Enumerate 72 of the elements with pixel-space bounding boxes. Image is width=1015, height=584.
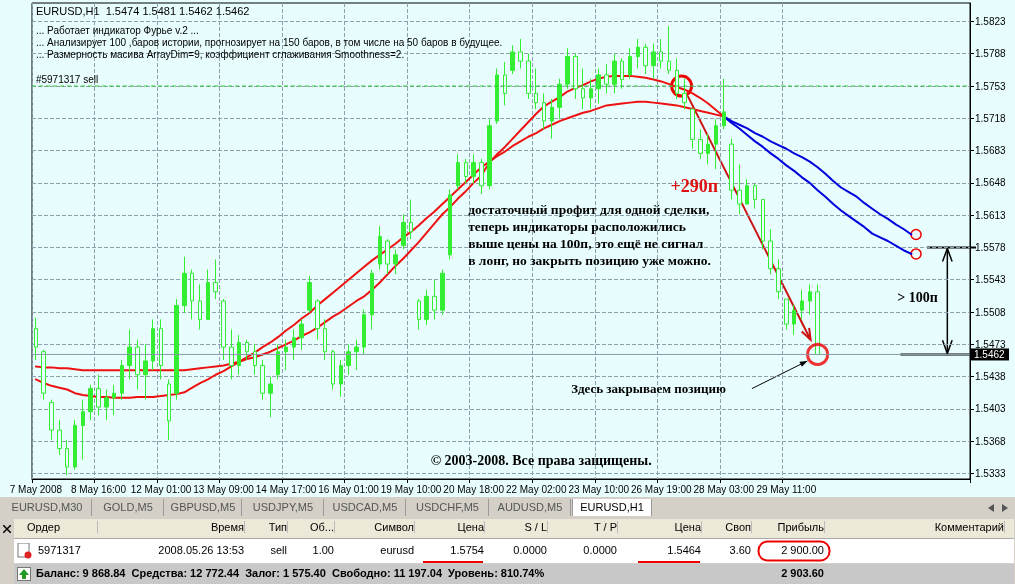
annotation: ... Анализирует 100 ,баров истории, прогнозирует на 150 баров, в том числе на 50 баров в будущее.: [36, 37, 503, 48]
text: Цена: [420, 521, 485, 533]
ref-line-label: 1.5462: [974, 349, 1006, 361]
y-tick-label: 1.5578: [975, 241, 1007, 253]
text: GBPUSD,M5: [165, 499, 242, 516]
annotation: +290п: [670, 176, 719, 198]
x-tick-label: 13 May 09:00: [193, 483, 255, 495]
x-tick-label: 28 May 03:00: [693, 483, 755, 495]
x-tick-label: 19 May 10:00: [380, 483, 442, 495]
y-tick-label: 1.5473: [975, 338, 1007, 350]
text: 2 900.00: [780, 544, 824, 556]
text: 2 903.60: [780, 567, 824, 579]
text: USDJPY,M5: [243, 499, 324, 516]
annotation: > 100п: [897, 289, 938, 306]
y-tick-label: 1.5648: [975, 177, 1007, 189]
x-tick-label: 22 May 02:00: [505, 483, 567, 495]
text: Прибыль: [757, 521, 825, 533]
text: Своп: [707, 521, 752, 533]
ref-line-label: #5971317 sell: [35, 74, 99, 86]
text: AUDUSD,M5: [490, 499, 571, 516]
y-tick-label: 1.5718: [975, 112, 1007, 124]
text: Символ: [340, 521, 415, 533]
text: eurusd: [379, 544, 414, 556]
text: 0.0000: [582, 544, 617, 556]
text: T / P: [553, 521, 618, 533]
text: 2008.05.26 13:53: [157, 544, 244, 556]
text: USDCAD,M5: [325, 499, 406, 516]
text: 3.60: [728, 544, 751, 556]
annotation: Здесь закрываем позицию: [571, 381, 726, 398]
x-tick-label: 23 May 10:00: [568, 483, 630, 495]
annotation: EURUSD,H1 1.5474 1.5481 1.5462 1.5462: [36, 5, 250, 17]
y-tick-label: 1.5333: [975, 467, 1007, 479]
text: Цена: [623, 521, 702, 533]
text: 0.0000: [512, 544, 547, 556]
x-tick-label: 16 May 01:00: [318, 483, 380, 495]
text: 1.5464: [666, 544, 701, 556]
x-tick-label: 12 May 01:00: [130, 483, 192, 495]
text: EURUSD,M30: [3, 499, 92, 516]
y-tick-label: 1.5403: [975, 403, 1007, 415]
x-tick-label: 7 May 2008: [9, 483, 63, 495]
text: GOLD,M5: [93, 499, 164, 516]
x-tick-label: 29 May 11:00: [756, 483, 817, 495]
y-tick-label: 1.5613: [975, 209, 1007, 221]
y-tick-label: 1.5753: [975, 80, 1007, 92]
annotation: © 2003-2008. Все права защищены.: [430, 453, 652, 470]
text: sell: [269, 544, 287, 556]
y-tick-label: 1.5368: [975, 435, 1007, 447]
x-tick-label: 14 May 17:00: [255, 483, 317, 495]
text: Тип: [250, 521, 288, 533]
x-tick-label: 8 May 16:00: [70, 483, 127, 495]
text: Комментарий: [830, 521, 1005, 533]
y-tick-label: 1.5788: [975, 48, 1007, 60]
text: S / L: [490, 521, 548, 533]
text: 1.5754: [449, 544, 484, 556]
text: Ордер: [27, 521, 98, 533]
text: Время: [100, 521, 245, 533]
y-tick-label: 1.5683: [975, 145, 1007, 157]
x-tick-label: 26 May 19:00: [630, 483, 692, 495]
text: EURUSD,H1: [572, 499, 652, 516]
y-tick-label: 1.5543: [975, 274, 1007, 286]
annotation: достаточный профит для одной сделки, теперь индикаторы расположились выше цены на 100п, это ещё не сигнал в лонг, но закрыть позицию уже можно.: [468, 201, 711, 270]
x-tick-label: 20 May 18:00: [443, 483, 505, 495]
annotation: ... Работает индикатор Фурье v.2 ...: [36, 25, 199, 36]
text: Баланс: 9 868.84 Средства: 12 772.44 Залог: 1 575.40 Свободно: 11 197.04 Уровень: 810.74%: [36, 567, 545, 579]
annotation: ... Размерность масива ArrayDim=9, коэффициент сглаживания Smoothness=2.: [36, 49, 405, 60]
text: Об...: [293, 521, 335, 533]
text: 5971317: [38, 544, 82, 556]
text: 1.00: [311, 544, 334, 556]
y-tick-label: 1.5823: [975, 15, 1007, 27]
text: USDCHF,M5: [407, 499, 489, 516]
y-tick-label: 1.5508: [975, 306, 1007, 318]
y-tick-label: 1.5438: [975, 371, 1007, 383]
